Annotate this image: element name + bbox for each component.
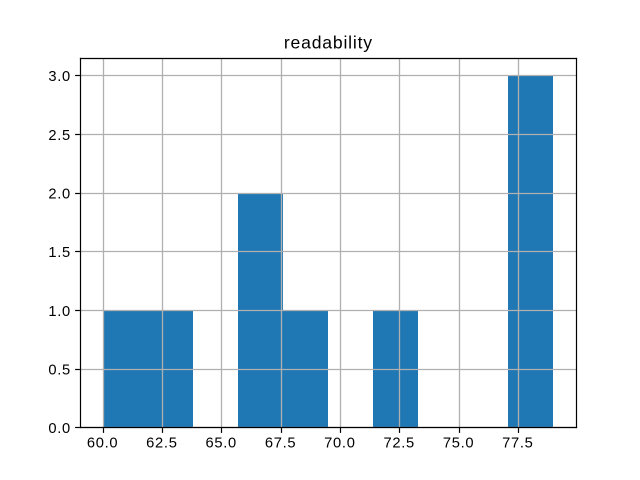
svg-text:65.0: 65.0 — [206, 435, 237, 451]
svg-text:67.5: 67.5 — [265, 435, 296, 451]
svg-text:60.0: 60.0 — [87, 435, 118, 451]
svg-text:0.5: 0.5 — [48, 362, 71, 378]
svg-text:2.0: 2.0 — [48, 186, 71, 202]
svg-text:62.5: 62.5 — [146, 435, 177, 451]
svg-text:1.0: 1.0 — [48, 304, 71, 320]
svg-text:readability: readability — [284, 33, 373, 53]
svg-text:2.5: 2.5 — [48, 128, 71, 144]
svg-text:72.5: 72.5 — [384, 435, 415, 451]
svg-text:1.5: 1.5 — [48, 245, 71, 261]
svg-text:70.0: 70.0 — [324, 435, 355, 451]
svg-text:77.5: 77.5 — [502, 435, 533, 451]
svg-text:75.0: 75.0 — [443, 435, 474, 451]
svg-text:0.0: 0.0 — [48, 421, 71, 437]
svg-text:3.0: 3.0 — [48, 69, 71, 85]
